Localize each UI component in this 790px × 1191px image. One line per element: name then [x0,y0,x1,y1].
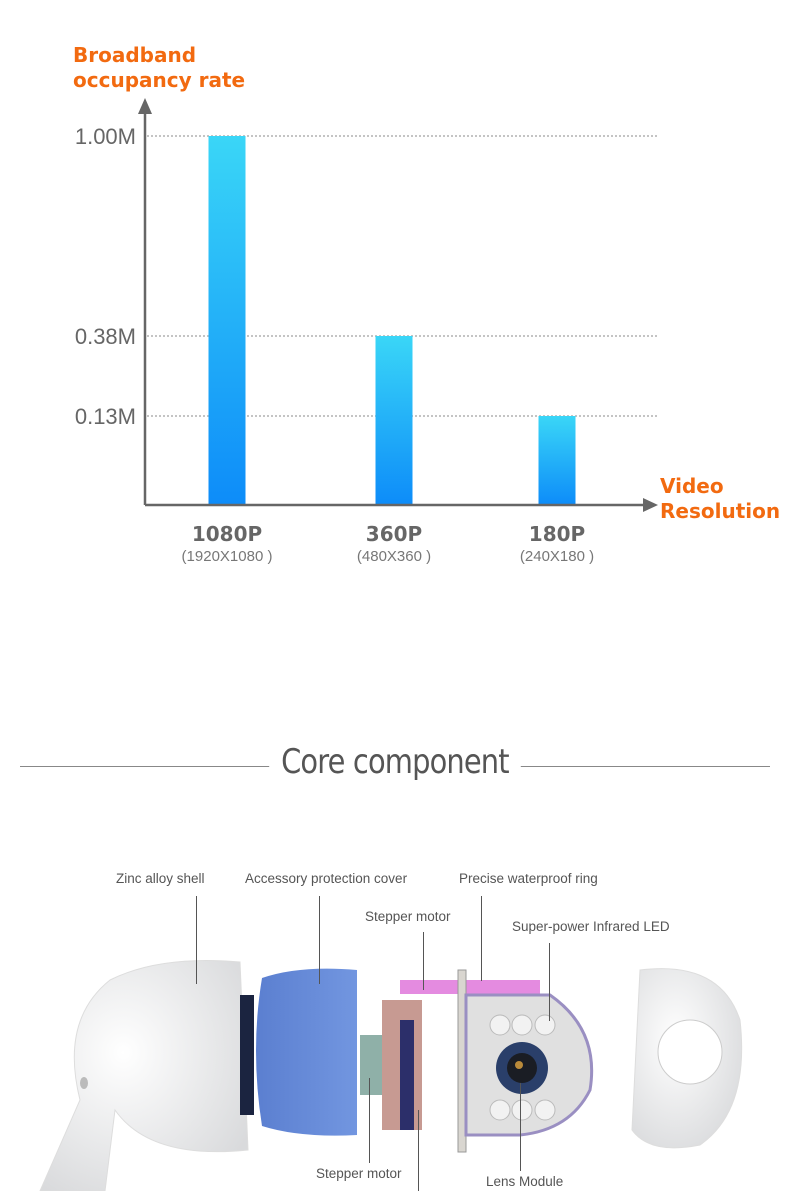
x-category: 1080P (1920X1080 ) [147,522,307,565]
camera-exploded-diagram [39,960,743,1191]
bar-1080P [208,136,246,505]
label-infrared-led: Super-power Infrared LED [512,919,670,934]
bar-180P [538,416,576,505]
leader-line [481,896,482,981]
divider-left [20,766,272,767]
x-tick-sublabel: (1920X1080 ) [181,548,273,565]
front-cover-opening [657,1019,723,1085]
motor-gear [360,1035,382,1095]
divider-right [518,766,770,767]
x-category: 180P (240X180 ) [477,522,637,565]
x-tick-label: 1080P [191,522,263,546]
x-tick-sublabel: (240X180 ) [519,548,595,565]
label-stepper-motor-top: Stepper motor [365,909,451,924]
x-axis-title: Video Resolution [660,474,780,524]
y-tick-label: 1.00M [75,124,136,149]
screw-hole [80,1077,88,1089]
x-category: 360P (480X360 ) [314,522,474,565]
leader-line [319,896,320,984]
label-precise-waterproof-ring: Precise waterproof ring [459,871,598,886]
x-tick-sublabel: (480X360 ) [356,548,432,565]
leader-line [418,1110,419,1191]
label-zinc-alloy-shell: Zinc alloy shell [116,871,205,886]
y-axis-title-line1: Broadband [73,43,197,67]
x-tick-label: 360P [365,522,423,546]
label-lens-module: Lens Module [486,1174,564,1189]
bar-360P [375,336,413,505]
label-accessory-protection-cover: Accessory protection cover [245,871,408,886]
x-axis-title-line1: Video [660,474,724,498]
leader-line [549,943,550,1021]
y-axis-title: Broadband occupancy rate [73,43,245,93]
y-axis-arrow-icon [138,98,152,114]
accessory-protection-cover [256,968,357,1136]
section-title-text: Core component [269,742,521,782]
bar-chart: 1.00M 0.38M 0.13M [75,98,658,512]
leader-line [369,1078,370,1163]
belt [400,980,540,994]
leader-line [423,932,424,990]
ir-leds [489,1014,556,1121]
motor-shaft [400,1020,414,1130]
mount-ring [240,995,254,1115]
x-axis-arrow-icon [643,498,658,512]
zinc-alloy-shell [39,960,249,1191]
x-tick-label: 180P [528,522,586,546]
y-tick-label: 0.38M [75,324,136,349]
y-tick-label: 0.13M [75,404,136,429]
y-axis-title-line2: occupancy rate [73,68,246,92]
label-stepper-motor-bottom: Stepper motor [316,1166,402,1181]
leader-line [196,896,197,984]
section-title: Core component [0,742,790,782]
leader-line [520,1083,521,1171]
x-axis-title-line2: Resolution [660,499,781,523]
